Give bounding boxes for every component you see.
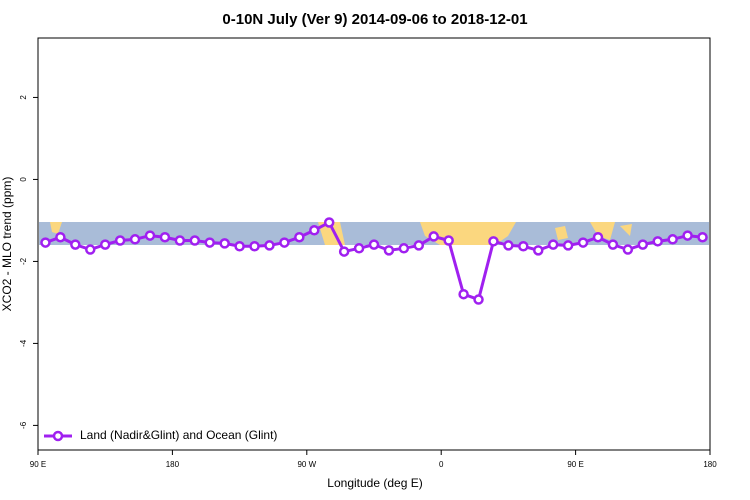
point xyxy=(323,217,335,228)
y-axis-label: XCO2 - MLO trend (ppm) xyxy=(0,177,14,312)
x-axis-label: Longitude (deg E) xyxy=(327,476,422,490)
point xyxy=(533,245,544,256)
point xyxy=(40,237,51,248)
point xyxy=(547,239,559,250)
point xyxy=(697,231,708,243)
point xyxy=(667,234,678,245)
y-tick-label: -6 xyxy=(19,421,28,429)
point xyxy=(294,231,305,243)
point xyxy=(114,235,126,246)
point xyxy=(383,245,395,256)
point xyxy=(652,236,663,247)
x-tick-label: 180 xyxy=(703,460,717,469)
point xyxy=(398,243,410,254)
point xyxy=(458,288,469,300)
point xyxy=(518,241,529,252)
y-tick-label: -2 xyxy=(19,257,28,265)
x-tick-label: 90 E xyxy=(30,460,46,469)
point xyxy=(473,294,484,305)
point xyxy=(682,230,693,241)
point xyxy=(204,237,215,248)
point xyxy=(607,239,619,250)
point xyxy=(279,237,290,248)
plot-frame xyxy=(37,37,711,451)
point xyxy=(219,238,230,249)
point xyxy=(85,244,96,255)
y-tick-label: 2 xyxy=(19,95,28,100)
point xyxy=(562,240,574,251)
x-tick-label: 90 W xyxy=(297,460,316,469)
point xyxy=(577,237,589,248)
point xyxy=(189,235,201,246)
point xyxy=(488,236,499,247)
point xyxy=(353,243,365,254)
point xyxy=(70,239,81,250)
point xyxy=(159,231,171,243)
point xyxy=(443,235,454,246)
point xyxy=(622,244,634,255)
point xyxy=(503,240,514,251)
legend-label: Land (Nadir&Glint) and Ocean (Glint) xyxy=(80,428,277,442)
x-tick-label: 180 xyxy=(166,460,180,469)
point xyxy=(249,241,260,252)
point xyxy=(55,231,66,243)
point xyxy=(368,239,380,250)
point xyxy=(174,235,186,246)
point xyxy=(264,240,275,251)
x-tick-label: 0 xyxy=(439,460,444,469)
point xyxy=(99,239,111,250)
point xyxy=(144,230,156,241)
point xyxy=(637,239,649,250)
point xyxy=(129,234,141,245)
point xyxy=(428,231,439,242)
y-tick-label: -4 xyxy=(19,339,28,347)
point xyxy=(234,241,245,252)
point xyxy=(413,240,425,251)
chart-title: 0-10N July (Ver 9) 2014-09-06 to 2018-12… xyxy=(222,11,527,28)
x-tick-label: 90 E xyxy=(567,460,583,469)
point xyxy=(592,231,604,243)
y-tick-label: 0 xyxy=(19,177,28,182)
point xyxy=(338,246,350,257)
legend-marker xyxy=(52,430,64,442)
point xyxy=(309,225,320,236)
